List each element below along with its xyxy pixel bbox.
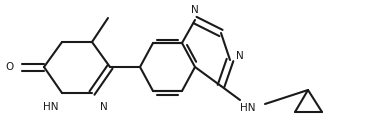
Text: N: N (100, 102, 108, 112)
Text: N: N (236, 51, 244, 61)
Text: O: O (6, 62, 14, 72)
Text: N: N (191, 5, 199, 15)
Text: HN: HN (240, 103, 256, 113)
Text: HN: HN (43, 102, 59, 112)
